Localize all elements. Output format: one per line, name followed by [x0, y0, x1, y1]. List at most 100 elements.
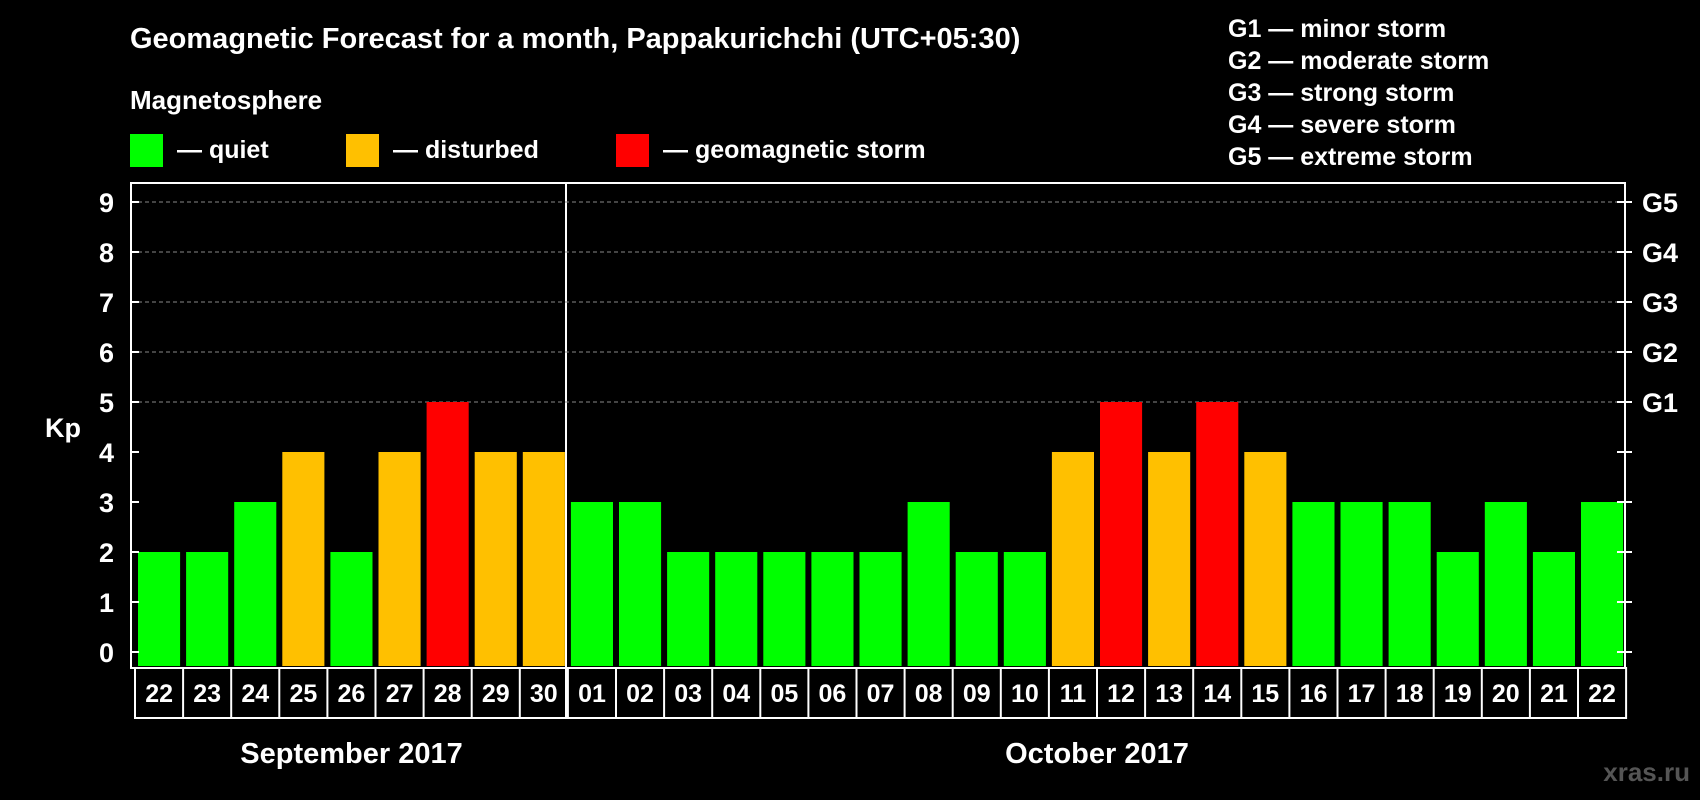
right-axis-label: G3 [1642, 288, 1678, 318]
day-label: 05 [770, 680, 798, 708]
y-tick-label: 8 [99, 238, 114, 268]
month-labels: September 2017 October 2017 [240, 738, 1189, 770]
day-label: 22 [145, 680, 173, 708]
day-label: 29 [482, 680, 510, 708]
bar-30 [1581, 502, 1624, 666]
bar-7 [474, 452, 517, 666]
day-label: 02 [626, 680, 654, 708]
month-label: September 2017 [240, 738, 462, 770]
legend-swatch-disturbed [346, 134, 379, 167]
y-tick-label: 9 [99, 188, 114, 218]
bar-20 [1100, 402, 1143, 666]
bar-2 [234, 502, 277, 666]
y-tick-label: 0 [99, 638, 114, 668]
bar-8 [522, 452, 565, 666]
legend-label-quiet: — quiet [177, 136, 269, 164]
legend-heading: Magnetosphere [130, 85, 322, 115]
bar-24 [1292, 502, 1335, 666]
right-axis-label: G4 [1642, 238, 1678, 268]
bar-12 [715, 552, 758, 666]
day-label: 26 [337, 680, 365, 708]
storm-scale-item: G3 — strong storm [1228, 79, 1454, 107]
right-axis-label: G2 [1642, 338, 1678, 368]
day-label: 23 [193, 680, 221, 708]
legend: — quiet — disturbed — geomagnetic storm [130, 134, 926, 167]
legend-label-storm: — geomagnetic storm [663, 136, 926, 164]
day-label: 01 [578, 680, 606, 708]
bar-25 [1340, 502, 1383, 666]
day-label: 04 [722, 680, 750, 708]
storm-scale-legend: G1 — minor storm G2 — moderate storm G3 — … [1228, 15, 1489, 171]
bar-13 [763, 552, 806, 666]
y-tick-label: 5 [99, 388, 114, 418]
bar-3 [282, 452, 325, 666]
day-label: 22 [1588, 680, 1616, 708]
day-label: 24 [241, 680, 269, 708]
day-label: 17 [1348, 680, 1376, 708]
storm-scale-item: G1 — minor storm [1228, 15, 1446, 43]
day-label: 30 [530, 680, 558, 708]
day-label: 07 [867, 680, 895, 708]
day-labels: 22 23 24 25 26 27 28 29 30 01 02 03 04 05 06 07 08 09 10 11… [134, 667, 1628, 719]
y-tick-label: 4 [99, 438, 114, 468]
bar-10 [619, 502, 662, 666]
bar-26 [1388, 502, 1431, 666]
bar-28 [1484, 502, 1527, 666]
day-label: 11 [1060, 680, 1087, 708]
bar-21 [1148, 452, 1191, 666]
bar-23 [1244, 452, 1287, 666]
day-strip [134, 667, 1628, 719]
day-label: 25 [289, 680, 317, 708]
day-label: 20 [1492, 680, 1520, 708]
bar-6 [426, 402, 469, 666]
bar-0 [138, 552, 181, 666]
chart-title: Geomagnetic Forecast for a month, Pappak… [130, 23, 1020, 55]
bar-14 [811, 552, 854, 666]
day-label: 16 [1300, 680, 1328, 708]
day-label: 12 [1107, 680, 1135, 708]
legend-swatch-quiet [130, 134, 163, 167]
y-tick-label: 6 [99, 338, 114, 368]
bar-29 [1532, 552, 1575, 666]
bar-11 [667, 552, 710, 666]
bar-22 [1196, 402, 1239, 666]
bar-1 [186, 552, 229, 666]
month-label: October 2017 [1005, 738, 1189, 770]
y-tick-label: 1 [99, 588, 114, 618]
legend-label-disturbed: — disturbed [393, 136, 539, 164]
bar-19 [1051, 452, 1094, 666]
day-label: 27 [386, 680, 414, 708]
right-axis: G1 G2 G3 G4 G5 [1617, 188, 1678, 653]
right-axis-label: G5 [1642, 188, 1678, 218]
bar-18 [1003, 552, 1046, 666]
grid-lines [131, 201, 1625, 403]
y-axis-label: Kp [45, 413, 81, 443]
day-label: 21 [1540, 680, 1568, 708]
watermark: xras.ru [1603, 757, 1690, 787]
day-label: 14 [1203, 680, 1231, 708]
bars [138, 402, 1624, 666]
y-axis: 0 1 2 3 4 5 6 7 8 9 [99, 188, 139, 668]
bar-17 [955, 552, 998, 666]
bar-9 [570, 502, 613, 666]
bar-27 [1436, 552, 1479, 666]
day-label: 10 [1011, 680, 1039, 708]
day-label: 06 [818, 680, 846, 708]
legend-swatch-storm [616, 134, 649, 167]
day-label: 09 [963, 680, 991, 708]
day-label: 19 [1444, 680, 1472, 708]
y-tick-label: 3 [99, 488, 114, 518]
bar-15 [859, 552, 902, 666]
storm-scale-item: G2 — moderate storm [1228, 47, 1489, 75]
y-tick-label: 7 [99, 288, 114, 318]
day-label: 18 [1396, 680, 1424, 708]
bar-4 [330, 552, 373, 666]
right-axis-label: G1 [1642, 388, 1678, 418]
day-label: 03 [674, 680, 702, 708]
day-label: 28 [434, 680, 462, 708]
day-label: 13 [1155, 680, 1183, 708]
bar-16 [907, 502, 950, 666]
y-tick-label: 2 [99, 538, 114, 568]
day-label: 08 [915, 680, 943, 708]
